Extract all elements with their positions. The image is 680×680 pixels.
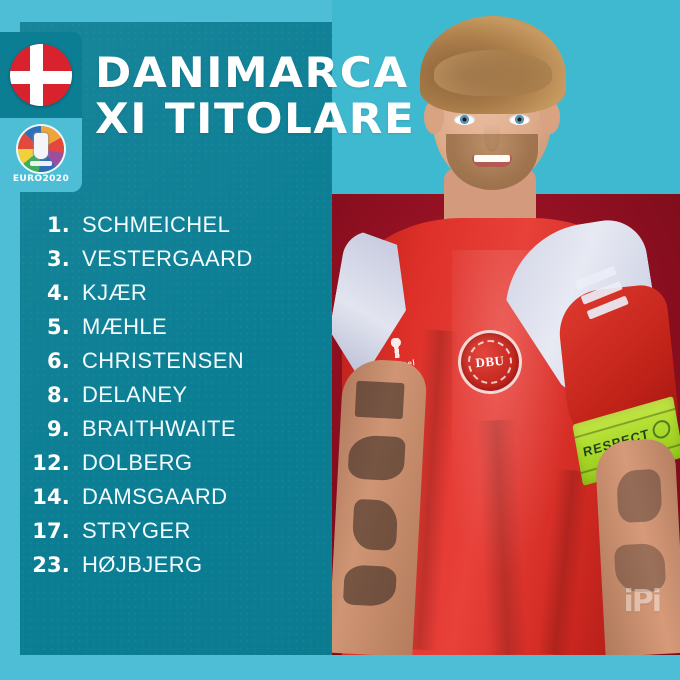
player-number: 8. [47, 383, 70, 407]
denmark-flag-icon [10, 44, 72, 106]
player-number: 3. [47, 247, 70, 271]
tattoo [613, 542, 667, 594]
player-name: DELANEY [82, 382, 188, 407]
player-number: 23. [32, 553, 70, 577]
roster-row: 23. HØJBJERG [30, 552, 330, 586]
player-name: STRYGER [82, 518, 191, 543]
player-arm-right [594, 438, 680, 655]
player-number: 12. [32, 451, 70, 475]
player-name: HØJBJERG [82, 552, 203, 577]
player-name: VESTERGAARD [82, 246, 253, 271]
player-number: 4. [47, 281, 70, 305]
roster-row: 3. VESTERGAARD [30, 246, 330, 280]
page-title: DANIMARCA XI TITOLARE [95, 50, 414, 142]
player-name: CHRISTENSEN [82, 348, 245, 373]
eye [454, 114, 475, 125]
tattoo [351, 498, 399, 551]
tattoo [615, 468, 663, 524]
player-name: MÆHLE [82, 314, 168, 339]
player-number: 9. [47, 417, 70, 441]
tattoo [342, 564, 397, 608]
roster-row: 1. SCHMEICHEL [30, 212, 330, 246]
player-name: DAMSGAARD [82, 484, 228, 509]
roster-row: 6. CHRISTENSEN [30, 348, 330, 382]
title-line-2: XI TITOLARE [95, 94, 416, 143]
roster-row: 17. STRYGER [30, 518, 330, 552]
tournament-logo-card: EURO2020 [0, 118, 82, 192]
title-line-1: DANIMARCA [95, 48, 409, 97]
roster-row: 8. DELANEY [30, 382, 330, 416]
tattoo [347, 434, 406, 482]
roster-list: 1. SCHMEICHEL 3. VESTERGAARD 4. KJÆR 5. MÆHLE 6.… [30, 212, 330, 586]
roster-row: 9. BRAITHWAITE [30, 416, 330, 450]
euro-2020-icon [18, 126, 64, 172]
armband-badge-icon [651, 417, 672, 441]
crest-label: DBU [474, 352, 506, 371]
tournament-label: EURO2020 [12, 174, 70, 184]
tattoo [354, 380, 405, 420]
flag-badge-card [0, 32, 82, 118]
player-name: KJÆR [82, 280, 148, 305]
hair [420, 16, 566, 114]
player-photo: DBU hummel RESPECT [332, 0, 680, 655]
player-number: 6. [47, 349, 70, 373]
roster-row: 4. KJÆR [30, 280, 330, 314]
roster-row: 12. DOLBERG [30, 450, 330, 484]
mouth [472, 155, 512, 167]
player-number: 5. [47, 315, 70, 339]
player-name: DOLBERG [82, 450, 193, 475]
player-name: BRAITHWAITE [82, 416, 236, 441]
player-number: 17. [32, 519, 70, 543]
eye [509, 114, 530, 125]
player-name: SCHMEICHEL [82, 212, 231, 237]
roster-row: 14. DAMSGAARD [30, 484, 330, 518]
roster-row: 5. MÆHLE [30, 314, 330, 348]
player-arm-left [332, 358, 428, 655]
player-number: 14. [32, 485, 70, 509]
hummel-bee-icon [384, 336, 409, 360]
player-number: 1. [47, 213, 70, 237]
